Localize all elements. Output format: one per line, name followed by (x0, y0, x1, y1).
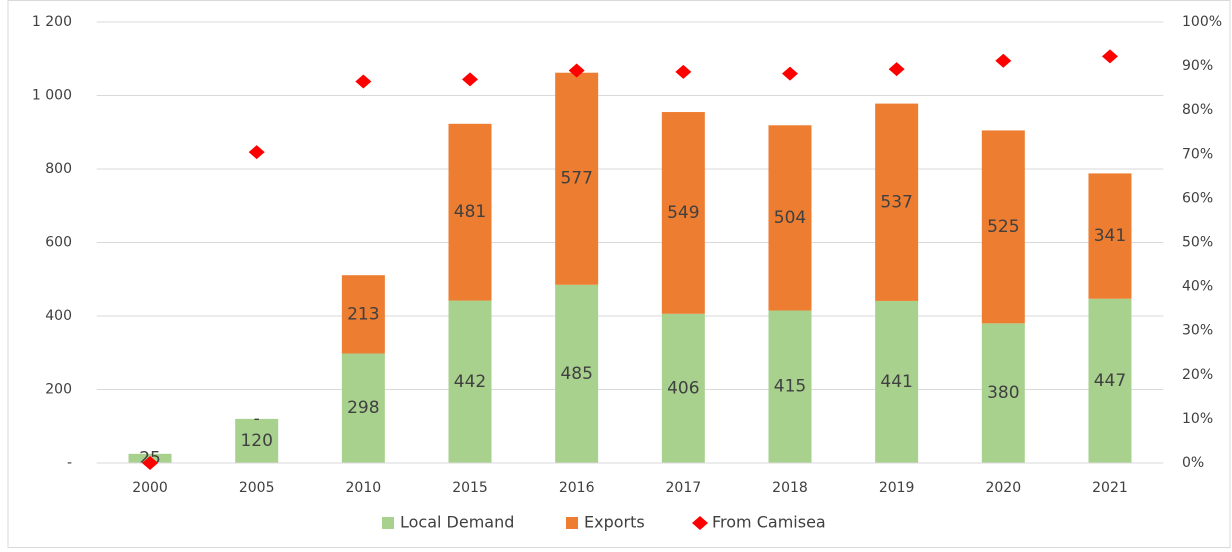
y-tick-label: 1 000 (32, 88, 72, 104)
legend-swatch (566, 517, 578, 529)
bar (661, 313, 705, 463)
y-tick-label: - (67, 455, 72, 471)
marker (995, 53, 1012, 68)
y2-tick-label: 80% (1182, 102, 1213, 118)
legend-marker (692, 516, 708, 530)
legend-label: Exports (584, 513, 645, 532)
data-label: 481 (454, 202, 486, 222)
data-label: 504 (774, 208, 806, 228)
bar (341, 353, 385, 463)
chart-frame (7, 0, 1231, 548)
bar (661, 112, 705, 314)
legend-label: From Camisea (712, 513, 826, 532)
bar (981, 130, 1025, 324)
x-tick-label: 2018 (772, 480, 808, 496)
y2-tick-label: 90% (1182, 58, 1213, 74)
bar (1088, 173, 1132, 299)
x-tick-label: 2005 (239, 480, 275, 496)
data-label: 537 (880, 192, 912, 212)
y2-tick-label: 10% (1182, 411, 1213, 427)
data-label: 341 (1094, 226, 1126, 246)
x-tick-label: 2016 (559, 480, 595, 496)
bar (875, 103, 919, 301)
x-tick-label: 2000 (132, 480, 168, 496)
data-label: 380 (987, 383, 1019, 403)
y2-tick-label: 50% (1182, 235, 1213, 251)
data-label: 485 (560, 364, 592, 384)
x-tick-label: 2019 (879, 480, 915, 496)
x-tick-label: 2015 (452, 480, 488, 496)
bar (235, 418, 279, 463)
y2-tick-label: 40% (1182, 279, 1213, 295)
y2-tick-label: 20% (1182, 367, 1213, 383)
bar (981, 323, 1025, 463)
marker (675, 64, 692, 79)
bar (768, 125, 812, 311)
bar (768, 310, 812, 463)
bar (1088, 298, 1132, 463)
data-label: 213 (347, 304, 379, 324)
y2-tick-label: 70% (1182, 146, 1213, 162)
data-label: 442 (454, 372, 486, 392)
bar (875, 300, 919, 463)
bar (448, 123, 492, 301)
bar (448, 300, 492, 463)
y-tick-label: 200 (45, 382, 72, 398)
marker (355, 74, 372, 89)
legend-label: Local Demand (400, 513, 514, 532)
data-label: 441 (880, 372, 912, 392)
y2-tick-label: 30% (1182, 323, 1213, 339)
data-label: 406 (667, 378, 699, 398)
data-label: 120 (240, 431, 272, 451)
data-label: 298 (347, 398, 379, 418)
legend-swatch (382, 517, 394, 529)
data-label: 525 (987, 217, 1019, 237)
x-tick-label: 2010 (346, 480, 382, 496)
x-tick-label: 2017 (666, 480, 702, 496)
marker (1101, 49, 1118, 64)
y-tick-label: 400 (45, 308, 72, 324)
marker (888, 62, 905, 77)
marker (781, 66, 798, 81)
marker (248, 145, 265, 160)
y2-tick-label: 100% (1182, 14, 1222, 30)
data-label: - (254, 409, 260, 429)
x-tick-label: 2021 (1092, 480, 1128, 496)
bar (555, 72, 599, 285)
y2-tick-label: 0% (1182, 455, 1204, 471)
data-label: 577 (560, 169, 592, 189)
y-tick-label: 600 (45, 235, 72, 251)
y2-tick-label: 60% (1182, 190, 1213, 206)
bar (341, 275, 385, 354)
x-tick-label: 2020 (985, 480, 1021, 496)
marker (142, 456, 159, 470)
data-label: 447 (1094, 371, 1126, 391)
y-tick-label: 1 200 (32, 14, 72, 30)
marker (568, 63, 585, 78)
data-label: 549 (667, 203, 699, 223)
bar (555, 284, 599, 463)
marker (462, 72, 479, 87)
y-tick-label: 800 (45, 161, 72, 177)
data-label: 415 (774, 377, 806, 397)
